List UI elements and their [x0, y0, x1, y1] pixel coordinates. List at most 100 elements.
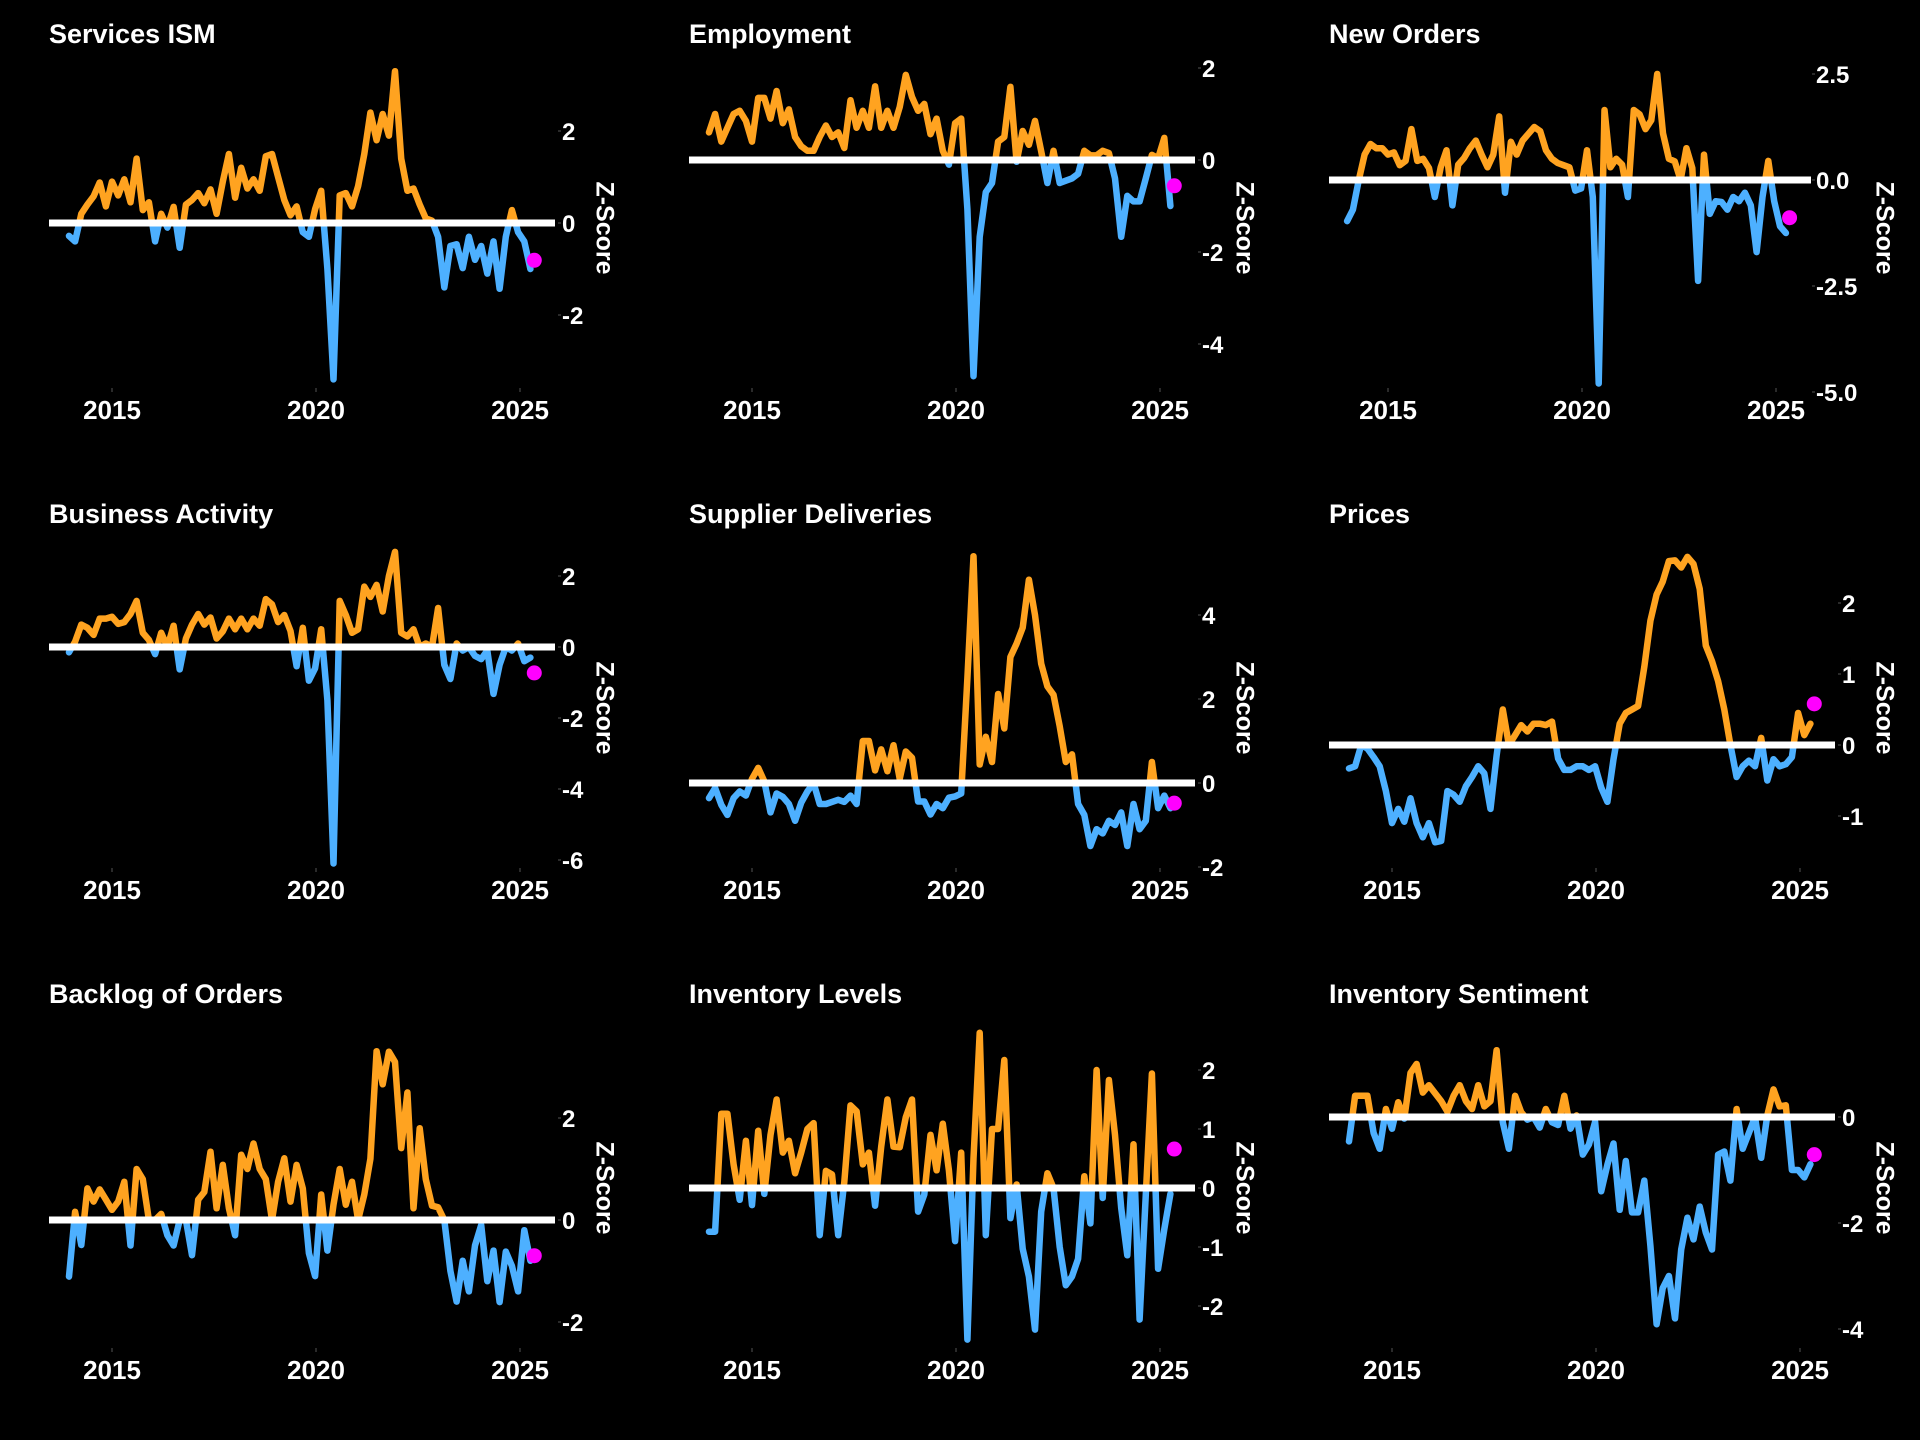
panel-title: Supplier Deliveries — [689, 499, 932, 529]
panel-backlog-of-orders: Backlog of Orders Z-Score 2015 2020 2025 2 0… — [49, 979, 618, 1385]
y-tick-label: 2 — [562, 564, 575, 591]
y-tick-label: -2 — [562, 706, 583, 733]
series-line-above-zero — [71, 1047, 448, 1220]
panel-new-orders: New Orders Z-Score 2015 2020 2025 2.5 0.0 -2.… — [1329, 19, 1898, 425]
y-tick-label: 2.5 — [1816, 62, 1849, 89]
x-tick-label: 2015 — [723, 875, 781, 905]
y-tick-label: -2.5 — [1816, 274, 1857, 301]
y-tick-label: -6 — [562, 848, 583, 875]
panel-title: Backlog of Orders — [49, 979, 283, 1009]
panel-title: Inventory Sentiment — [1329, 979, 1589, 1009]
x-tick-label: 2020 — [1567, 1355, 1625, 1385]
y-axis-label: Z-Score — [1230, 661, 1258, 754]
x-tick-label: 2025 — [1771, 1355, 1829, 1385]
y-tick-label: -2 — [1202, 855, 1223, 882]
y-tick-label: -4 — [1842, 1317, 1864, 1344]
y-tick-label: 0 — [562, 635, 575, 662]
x-tick-label: 2025 — [491, 1355, 549, 1385]
y-tick-label: 2 — [1202, 687, 1215, 714]
panel-title: Inventory Levels — [689, 979, 902, 1009]
latest-value-marker — [1166, 795, 1182, 811]
y-tick-label: 2 — [1842, 591, 1855, 618]
x-tick-label: 2020 — [927, 875, 985, 905]
panel-title: Business Activity — [49, 499, 273, 529]
x-tick-label: 2020 — [927, 395, 985, 425]
x-tick-label: 2020 — [287, 395, 345, 425]
x-tick-label: 2025 — [1771, 875, 1829, 905]
series-line-below-zero — [65, 647, 534, 867]
y-tick-label: -2 — [1202, 240, 1223, 267]
y-tick-label: 2 — [1202, 1058, 1215, 1085]
series-line-below-zero — [1345, 1117, 1814, 1328]
y-tick-label: 0 — [1842, 1105, 1855, 1132]
y-tick-label: -1 — [1842, 804, 1863, 831]
y-tick-label: 2 — [1202, 56, 1215, 83]
y-axis-label: Z-Score — [1870, 1141, 1898, 1234]
latest-value-marker — [1806, 696, 1822, 712]
latest-value-marker — [526, 665, 542, 681]
y-axis-label: Z-Score — [590, 661, 618, 754]
latest-value-marker — [1166, 1141, 1182, 1157]
x-tick-label: 2015 — [723, 395, 781, 425]
x-tick-label: 2020 — [287, 875, 345, 905]
series-line-above-zero — [714, 1029, 1159, 1188]
x-tick-label: 2025 — [1131, 875, 1189, 905]
y-tick-label: 2 — [562, 119, 575, 146]
x-tick-label: 2020 — [287, 1355, 345, 1385]
latest-value-marker — [1166, 178, 1182, 194]
x-tick-label: 2025 — [491, 875, 549, 905]
series-line-above-zero — [1348, 1046, 1791, 1117]
latest-value-marker — [526, 1248, 542, 1264]
latest-value-marker — [1806, 1147, 1822, 1163]
panel-services-ism: Services ISM Z-Score 2015 2020 2025 2 0 -2 — [49, 19, 618, 425]
series-line-above-zero — [705, 71, 1170, 160]
x-tick-label: 2025 — [1131, 395, 1189, 425]
panel-employment: Employment Z-Score 2015 2020 2025 2 0 -2 -4 — [689, 19, 1258, 425]
series-line-above-zero — [68, 548, 523, 647]
latest-value-marker — [1782, 210, 1798, 226]
y-tick-label: 0 — [562, 211, 575, 238]
series-line-below-zero — [1345, 745, 1797, 846]
x-tick-label: 2015 — [83, 1355, 141, 1385]
series-line-below-zero — [1343, 180, 1790, 387]
x-tick-label: 2015 — [83, 875, 141, 905]
y-axis-label: Z-Score — [1230, 181, 1258, 274]
x-tick-label: 2015 — [1363, 875, 1421, 905]
x-tick-label: 2015 — [1363, 1355, 1421, 1385]
series-line-below-zero — [65, 223, 534, 383]
x-tick-label: 2015 — [1359, 395, 1417, 425]
y-axis-label: Z-Score — [590, 1141, 618, 1234]
x-tick-label: 2020 — [1567, 875, 1625, 905]
series-line-above-zero — [1355, 70, 1775, 180]
series-line-below-zero — [65, 1220, 534, 1306]
y-tick-label: -1 — [1202, 1235, 1223, 1262]
y-tick-label: 0 — [1202, 1176, 1215, 1203]
y-tick-label: 1 — [1842, 662, 1855, 689]
x-tick-label: 2015 — [723, 1355, 781, 1385]
y-tick-label: -2 — [1202, 1294, 1223, 1321]
y-axis-label: Z-Score — [1870, 661, 1898, 754]
x-tick-label: 2015 — [83, 395, 141, 425]
x-tick-label: 2025 — [491, 395, 549, 425]
y-tick-label: -5.0 — [1816, 380, 1857, 407]
panel-title: Services ISM — [49, 19, 216, 49]
x-tick-label: 2020 — [927, 1355, 985, 1385]
y-tick-label: 4 — [1202, 603, 1216, 630]
y-tick-label: -2 — [1842, 1211, 1863, 1238]
panel-prices: Prices Z-Score 2015 2020 2025 2 1 0 -1 — [1329, 499, 1898, 905]
y-tick-label: 0 — [562, 1208, 575, 1235]
panel-title: Employment — [689, 19, 851, 49]
x-tick-label: 2025 — [1747, 395, 1805, 425]
y-axis-label: Z-Score — [1230, 1141, 1258, 1234]
y-tick-label: -2 — [562, 1310, 583, 1337]
series-line-above-zero — [75, 67, 519, 223]
panel-supplier-deliveries: Supplier Deliveries Z-Score 2015 2020 2025… — [689, 499, 1258, 905]
y-tick-label: 0 — [1202, 148, 1215, 175]
panel-inventory-levels: Inventory Levels Z-Score 2015 2020 2025 2 1 0… — [689, 979, 1258, 1385]
series-line-below-zero — [705, 783, 1174, 850]
y-tick-label: -4 — [562, 777, 584, 804]
latest-value-marker — [526, 252, 542, 268]
y-axis-label: Z-Score — [590, 181, 618, 274]
y-tick-label: 0.0 — [1816, 168, 1849, 195]
